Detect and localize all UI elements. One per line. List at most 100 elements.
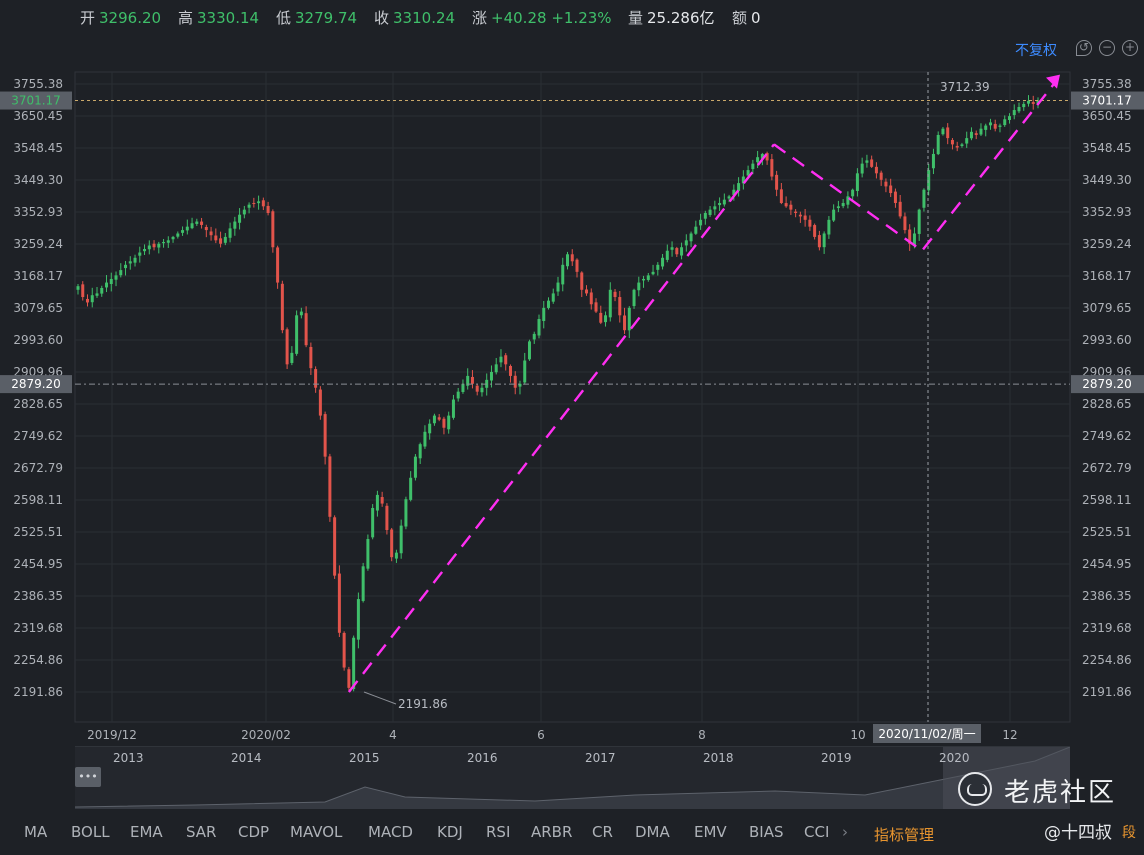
candle-body xyxy=(974,133,978,135)
candle-body xyxy=(779,189,783,204)
zoom-out-icon[interactable]: − xyxy=(1099,40,1115,56)
crosshair-label-left: 3701.17 xyxy=(11,94,61,108)
indicator-cci[interactable]: CCI xyxy=(804,823,830,841)
indicator-mavol[interactable]: MAVOL xyxy=(290,823,343,841)
indicator-macd[interactable]: MACD xyxy=(368,823,413,841)
candle-body xyxy=(504,355,508,365)
change-label: 涨 xyxy=(472,9,488,27)
candle-body xyxy=(513,375,517,388)
indicator-ema[interactable]: EMA xyxy=(130,823,163,841)
indicator-manager-button[interactable]: 指标管理 xyxy=(874,826,935,844)
candle-body xyxy=(770,159,774,177)
low-value: 3279.74 xyxy=(295,9,358,27)
candle-body xyxy=(851,189,855,197)
navigator-handle[interactable]: ••• xyxy=(75,767,101,787)
candle-body xyxy=(323,414,327,457)
candle-body xyxy=(1031,102,1035,104)
indicator-cdp[interactable]: CDP xyxy=(238,823,270,841)
candle-body xyxy=(893,191,897,204)
chevron-right-icon[interactable]: › xyxy=(842,823,848,841)
crosshair-label-right: 3701.17 xyxy=(1082,94,1132,108)
candle-body xyxy=(114,275,118,280)
nav-year: 2013 xyxy=(113,751,144,765)
candle-body xyxy=(409,477,413,500)
candle-body xyxy=(969,131,973,139)
candle-body xyxy=(81,284,85,298)
zoom-in-icon[interactable]: + xyxy=(1122,40,1138,56)
open-label: 开 xyxy=(80,9,96,27)
indicator-bias[interactable]: BIAS xyxy=(749,823,784,841)
candle-body xyxy=(737,183,741,191)
x-tick-label: 4 xyxy=(389,728,397,742)
y-tick-label-left: 3548.45 xyxy=(13,141,63,155)
indicator-cr[interactable]: CR xyxy=(592,823,613,841)
x-tick-label: 2020/02 xyxy=(241,728,291,742)
crosshair-date-label: 2020/11/02/周一 xyxy=(878,727,975,741)
reference-label-left-bg xyxy=(0,375,72,394)
trendline-main xyxy=(347,143,775,693)
high-label: 高 xyxy=(178,9,194,27)
candle-body xyxy=(380,497,384,504)
candle-body xyxy=(551,293,555,302)
crosshair-label-right-bg xyxy=(1071,91,1144,110)
candle-body xyxy=(979,128,983,135)
nav-year: 2019 xyxy=(821,751,852,765)
candle-body xyxy=(865,160,869,163)
quote-bar: 开 3296.20 高 3330.14 低 3279.74 收 3310.24 涨 +40… xyxy=(0,0,1144,36)
plot-area xyxy=(74,71,1071,723)
candle-body xyxy=(1026,100,1030,104)
candle-body xyxy=(789,204,793,210)
adjust-button[interactable]: 不复权 xyxy=(1015,43,1057,59)
x-axis: 2019/12 2020/02 4 6 8 10 12 xyxy=(87,728,1018,742)
candle-body xyxy=(955,145,959,148)
candle-body xyxy=(204,227,208,231)
candle-body xyxy=(632,289,636,307)
y-tick-label-right: 3259.24 xyxy=(1082,237,1132,251)
y-tick-label-left: 2993.60 xyxy=(13,333,63,347)
y-tick-label-right: 3548.45 xyxy=(1082,141,1132,155)
candle-body xyxy=(128,261,132,264)
candle-body xyxy=(855,173,859,192)
high-quote: 高 3330.14 xyxy=(178,7,259,28)
navigator[interactable]: ••• 2013 2014 2015 2016 2017 2018 2019 2… xyxy=(75,746,1070,809)
y-tick-label-left: 3449.30 xyxy=(13,173,63,187)
candle-body xyxy=(214,235,218,241)
indicator-dma[interactable]: DMA xyxy=(635,823,670,841)
candle-body xyxy=(642,278,646,281)
y-tick-label-left: 2749.62 xyxy=(13,429,63,443)
candle-body xyxy=(518,383,522,387)
candle-body xyxy=(209,231,213,236)
candle-body xyxy=(285,329,289,365)
indicator-arbr[interactable]: ARBR xyxy=(531,823,573,841)
undo-icon[interactable]: ↺ xyxy=(1076,40,1092,56)
indicator-emv[interactable]: EMV xyxy=(694,823,727,841)
y-tick-label-right: 3352.93 xyxy=(1082,205,1132,219)
candle-body xyxy=(228,228,232,238)
watermark-brand: 老虎社区 xyxy=(1004,778,1117,808)
candle-body xyxy=(480,387,484,393)
candle-body xyxy=(542,307,546,322)
indicator-boll[interactable]: BOLL xyxy=(71,823,110,841)
candle-body xyxy=(917,209,921,234)
candle-body xyxy=(261,200,265,207)
candle-body xyxy=(898,201,902,217)
candle-body xyxy=(1022,103,1026,108)
y-tick-label-left: 3352.93 xyxy=(13,205,63,219)
candle-body xyxy=(361,566,365,601)
candle-body xyxy=(585,289,589,294)
indicator-kdj[interactable]: KDJ xyxy=(437,823,463,841)
candle-body xyxy=(238,214,242,223)
open-quote: 开 3296.20 xyxy=(80,7,161,28)
change-pct-value: +1.23% xyxy=(551,9,612,27)
volume-label: 量 xyxy=(628,9,644,27)
close-quote: 收 3310.24 xyxy=(374,7,455,28)
indicator-ma[interactable]: MA xyxy=(24,823,48,841)
candle-body xyxy=(219,238,223,244)
indicator-rsi[interactable]: RSI xyxy=(486,823,511,841)
nav-year: 2018 xyxy=(703,751,734,765)
indicator-sar[interactable]: SAR xyxy=(186,823,217,841)
candle-body xyxy=(147,245,151,250)
crosshair-date-bg xyxy=(873,724,981,743)
candle-body xyxy=(252,202,256,204)
